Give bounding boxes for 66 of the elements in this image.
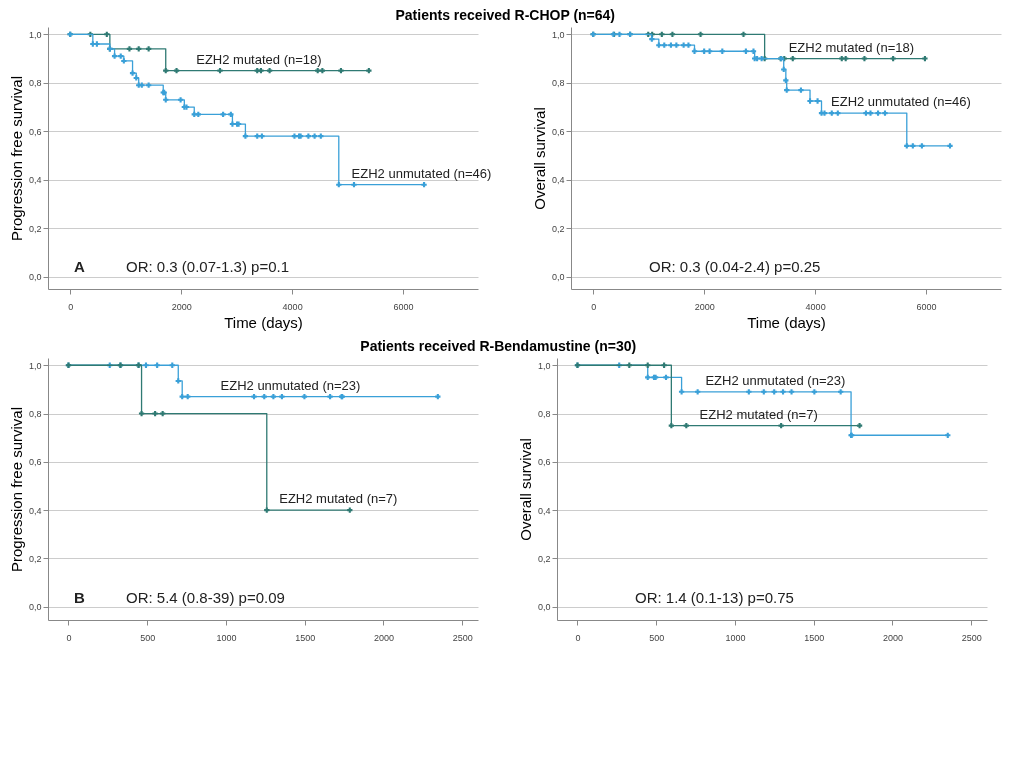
y-tick-label: 0,6: [28, 126, 42, 137]
x-tick-label: 1500: [295, 632, 316, 643]
x-axis-title: Time (days): [747, 313, 826, 331]
y-tick-label: 1,0: [551, 29, 565, 40]
series-label: EZH2 mutated (n=7): [699, 406, 818, 422]
x-tick-label: 6000: [393, 301, 414, 312]
x-tick-label: 2000: [694, 301, 715, 312]
x-tick-label: 0: [591, 301, 597, 312]
x-tick-label: 2500: [452, 632, 473, 643]
x-tick-label: 2000: [171, 301, 192, 312]
y-tick-label: 0,0: [537, 602, 551, 613]
x-tick-label: 2500: [961, 632, 982, 643]
annotation: OR: 1.4 (0.1-13) p=0.75: [635, 589, 794, 606]
y-tick-label: 0,2: [28, 223, 42, 234]
y-tick-label: 0,6: [551, 126, 565, 137]
y-tick-label: 0,2: [551, 223, 565, 234]
series-label: EZH2 unmutated (n=46): [351, 165, 492, 181]
x-tick-label: 4000: [282, 301, 303, 312]
annotation: OR: 0.3 (0.07-1.3) p=0.1: [126, 258, 290, 275]
y-tick-label: 1,0: [28, 360, 42, 371]
x-tick-label: 2000: [882, 632, 904, 643]
y-tick-label: 0,4: [551, 175, 565, 186]
y-tick-label: 0,8: [551, 78, 565, 89]
x-tick-label: 6000: [916, 301, 937, 312]
x-tick-label: 0: [68, 301, 74, 312]
series-label: EZH2 unmutated (n=23): [705, 372, 846, 388]
x-tick-label: 500: [649, 632, 665, 643]
y-tick-label: 0,4: [28, 505, 42, 516]
series-label: EZH2 unmutated (n=23): [220, 377, 361, 393]
y-axis-title: Progression free survival: [7, 75, 25, 242]
y-axis-title: Overall survival: [516, 438, 534, 541]
x-tick-label: 2000: [373, 632, 395, 643]
y-axis-title: Progression free survival: [7, 406, 25, 573]
y-tick-label: 0,8: [28, 409, 42, 420]
x-tick-label: 4000: [805, 301, 826, 312]
y-tick-label: 0,4: [537, 505, 551, 516]
y-tick-label: 0,0: [551, 272, 565, 283]
annotation: OR: 0.3 (0.04-2.4) p=0.25: [649, 258, 821, 275]
series-label: EZH2 mutated (n=18): [788, 39, 915, 55]
x-axis-title: Time (days): [224, 313, 303, 331]
x-tick-label: 0: [575, 632, 581, 643]
series-label: EZH2 mutated (n=18): [196, 51, 322, 67]
series-label: EZH2 mutated (n=7): [279, 491, 398, 507]
y-tick-label: 0,0: [28, 272, 42, 283]
annotation: B: [74, 589, 85, 606]
x-tick-label: 0: [66, 632, 72, 643]
y-tick-label: 0,4: [28, 175, 42, 186]
y-tick-label: 1,0: [28, 29, 42, 40]
series-label: EZH2 unmutated (n=46): [831, 94, 971, 110]
y-tick-label: 0,2: [537, 553, 551, 564]
x-tick-label: 1000: [725, 632, 746, 643]
annotation: A: [74, 258, 85, 275]
x-tick-label: 500: [140, 632, 156, 643]
y-tick-label: 0,2: [28, 553, 42, 564]
annotation: OR: 5.4 (0.8-39) p=0.09: [126, 589, 285, 606]
chart-title: Patients received R-Bendamustine (n=30): [360, 338, 637, 354]
x-tick-label: 1000: [216, 632, 237, 643]
y-tick-label: 0,6: [28, 457, 42, 468]
y-tick-label: 0,8: [537, 409, 551, 420]
x-tick-label: 1500: [804, 632, 825, 643]
chart-title: Patients received R-CHOP (n=64): [395, 7, 616, 23]
y-tick-label: 0,0: [28, 602, 42, 613]
y-axis-title: Overall survival: [530, 107, 548, 210]
y-tick-label: 0,6: [537, 457, 551, 468]
y-tick-label: 0,8: [28, 78, 42, 89]
y-tick-label: 1,0: [537, 360, 551, 371]
